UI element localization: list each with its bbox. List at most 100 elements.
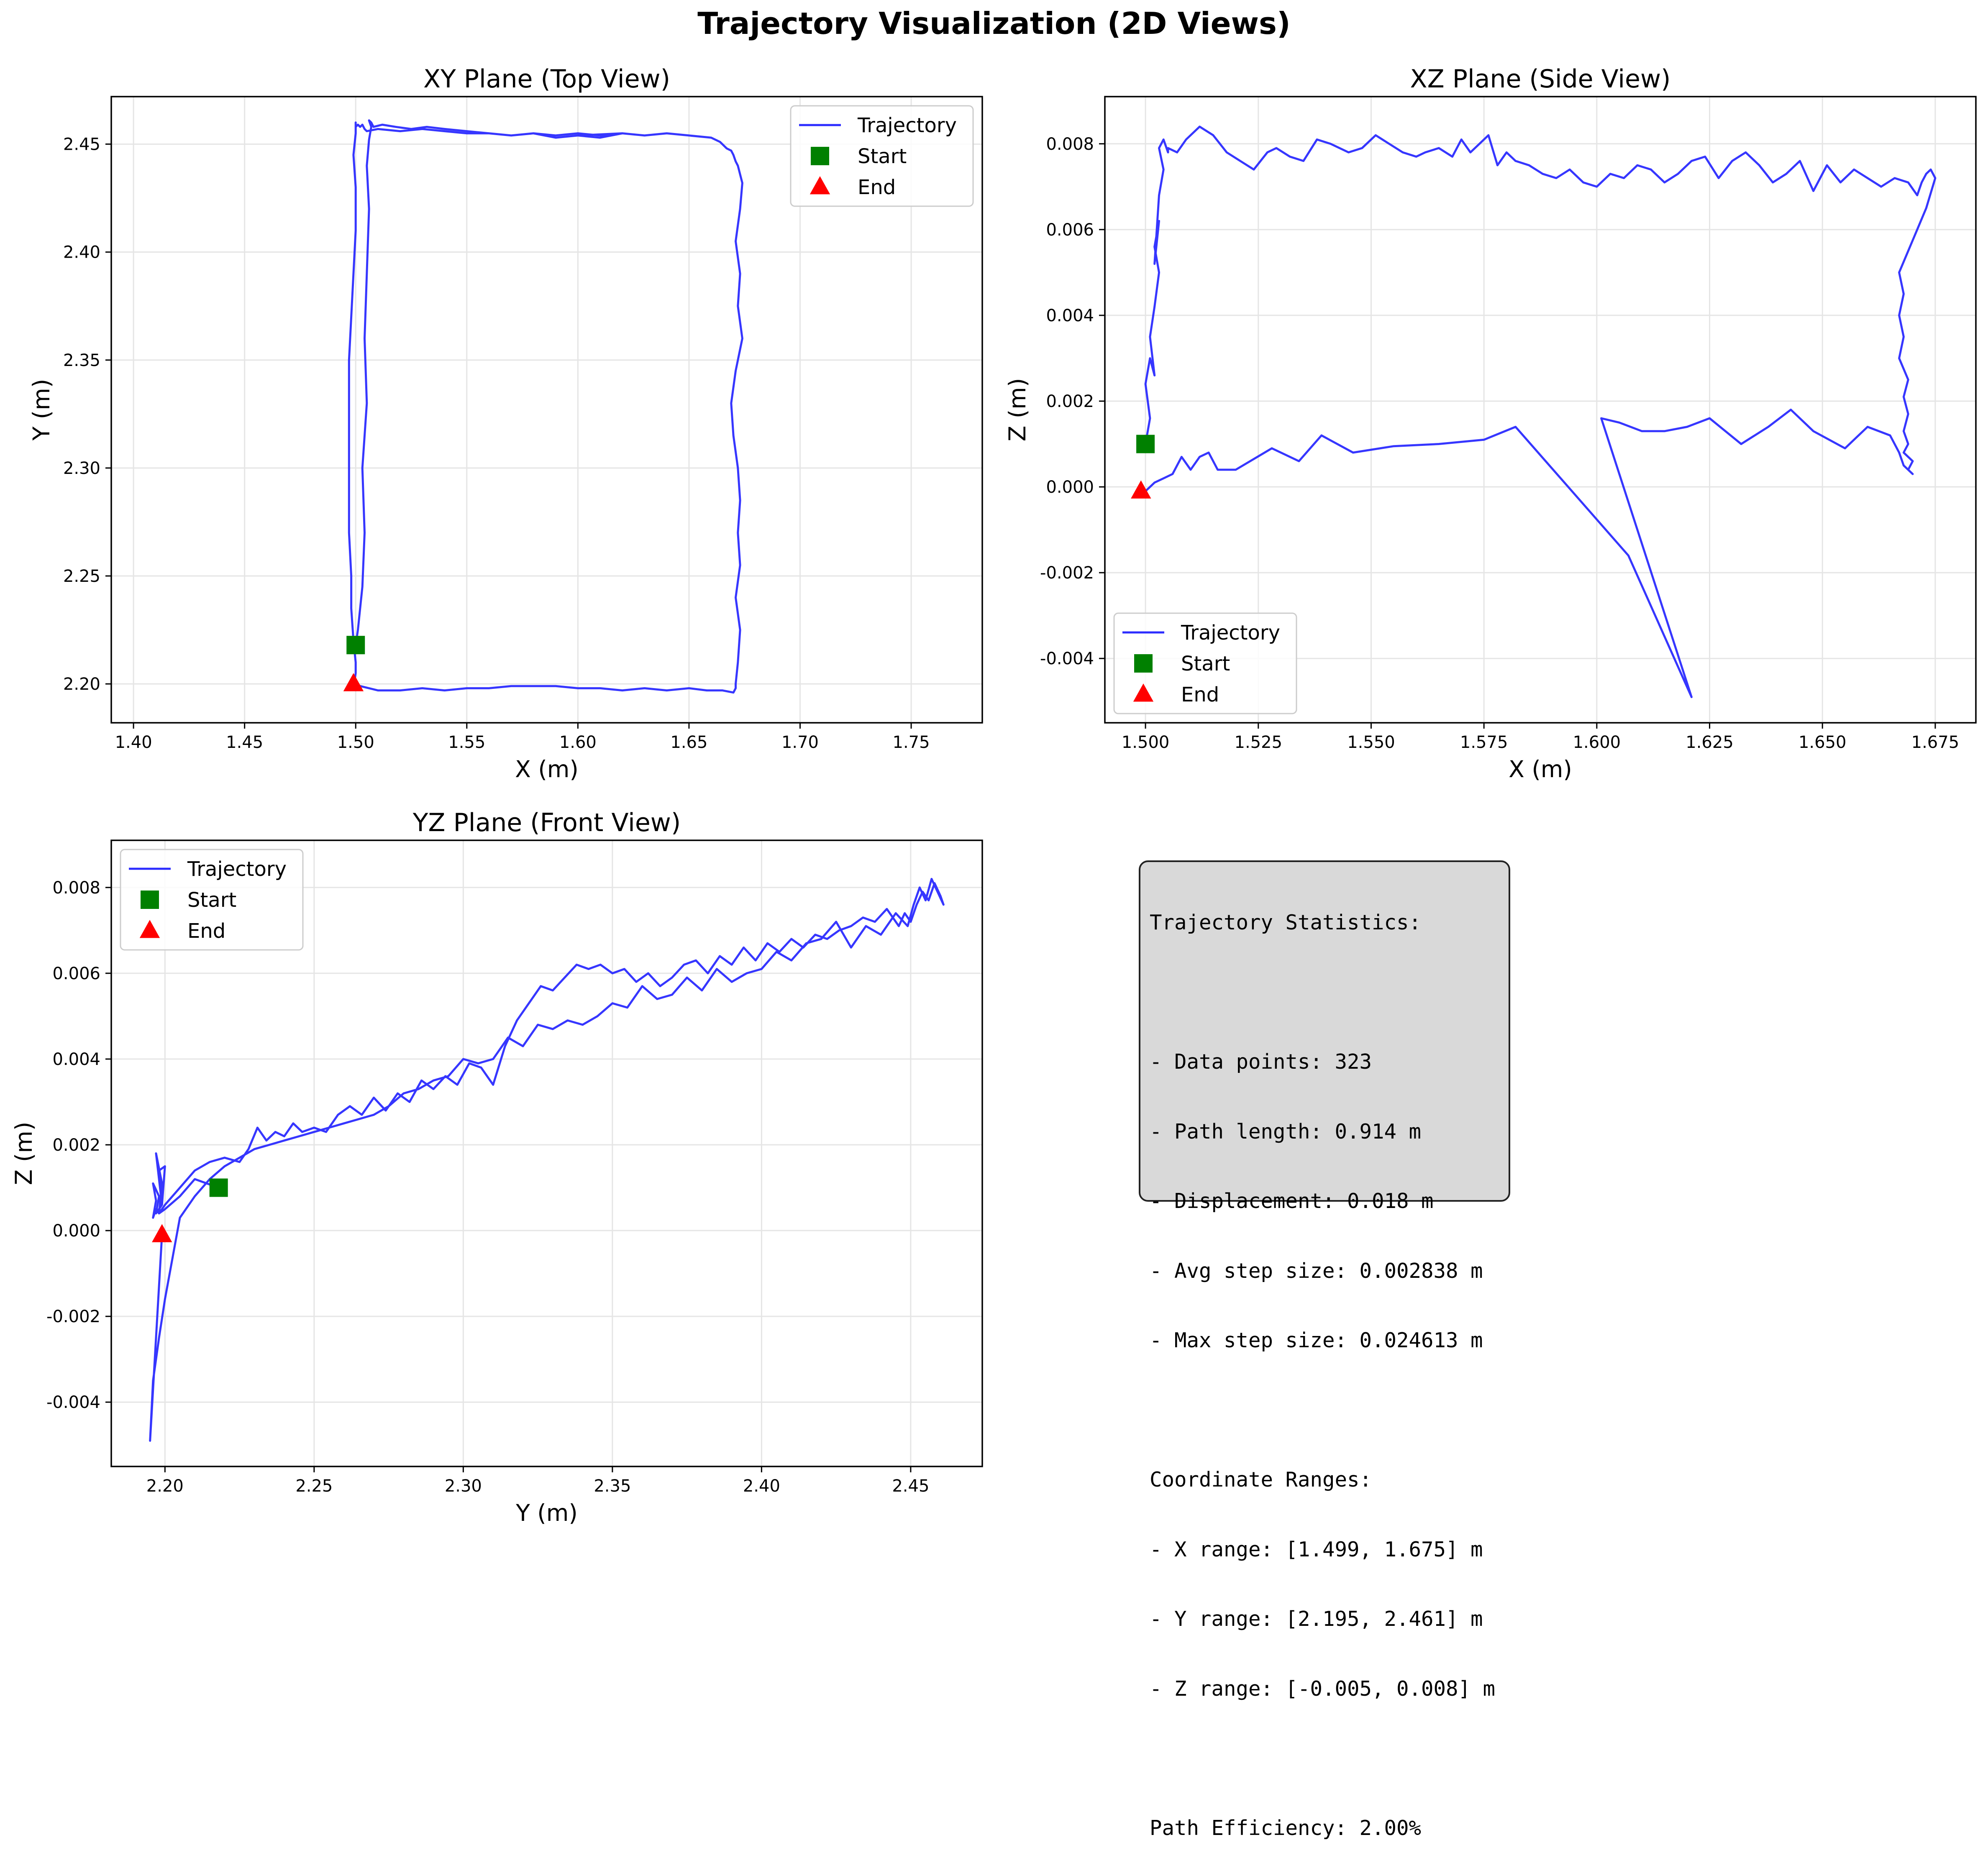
- axes-frame: [110, 96, 983, 724]
- stats-line: [1150, 1399, 1509, 1422]
- legend-label: Trajectory: [187, 857, 287, 881]
- y-tick-label: 2.25: [63, 567, 100, 586]
- y-tick-label: 0.000: [1046, 478, 1094, 497]
- stats-line: [1150, 1747, 1509, 1770]
- x-tick-label: 2.25: [295, 1477, 333, 1496]
- x-tick-label: 1.50: [337, 733, 374, 752]
- x-tick-label: 2.30: [445, 1477, 482, 1496]
- x-tick-label: 1.75: [893, 733, 930, 752]
- legend-label: End: [187, 919, 225, 943]
- axes-title: YZ Plane (Front View): [412, 808, 681, 837]
- y-tick-label: -0.004: [46, 1393, 100, 1412]
- stats-line: - X range: [1.499, 1.675] m: [1150, 1537, 1483, 1561]
- axes-title: XZ Plane (Side View): [1410, 64, 1671, 94]
- legend-label: Start: [1181, 652, 1230, 676]
- legend-end-marker: [810, 176, 830, 194]
- x-tick-label: 1.600: [1573, 733, 1621, 752]
- legend-start-marker: [811, 147, 829, 165]
- x-tick-label: 1.45: [226, 733, 263, 752]
- legend-box: [790, 105, 974, 207]
- legend-label: Start: [858, 145, 907, 168]
- y-tick-label: 0.000: [52, 1221, 100, 1241]
- x-tick-label: 1.550: [1347, 733, 1395, 752]
- y-tick-label: 2.20: [63, 675, 100, 694]
- stats-line: - Data points: 323: [1150, 1050, 1372, 1074]
- y-axis-label: Z (m): [1004, 378, 1031, 442]
- y-tick-label: 2.45: [63, 135, 100, 154]
- legend-label: End: [1181, 683, 1219, 706]
- start-marker: [209, 1178, 228, 1197]
- trajectory-line: [149, 878, 945, 1442]
- y-tick-label: 0.002: [52, 1136, 100, 1155]
- x-tick-label: 1.55: [448, 733, 485, 752]
- y-tick-label: 2.40: [63, 243, 100, 262]
- start-marker: [346, 636, 365, 655]
- x-tick-label: 2.40: [743, 1477, 780, 1496]
- x-tick-label: 1.65: [670, 733, 707, 752]
- chart-panel-3: 2.20 2.25 2.30 2.35 2.40 2.45 -0.004 -0.002 0.00…: [10, 808, 983, 1526]
- stats-line: Coordinate Ranges:: [1150, 1468, 1372, 1492]
- stats-line: - Path length: 0.914 m: [1150, 1119, 1422, 1144]
- stats-line: - Y range: [2.195, 2.461] m: [1150, 1607, 1483, 1631]
- y-tick-label: 0.006: [52, 964, 100, 983]
- legend-end-marker: [1133, 683, 1154, 702]
- y-tick-label: 0.006: [1046, 220, 1094, 240]
- stats-line: - Avg step size: 0.002838 m: [1150, 1259, 1483, 1283]
- x-tick-label: 1.40: [115, 733, 152, 752]
- legend-end-marker: [139, 920, 160, 938]
- x-tick-label: 1.650: [1798, 733, 1847, 752]
- legend-label: End: [858, 176, 896, 199]
- y-tick-label: 0.004: [52, 1050, 100, 1069]
- y-tick-label: 0.002: [1046, 392, 1094, 411]
- stats-line: Path Efficiency: 2.00%: [1150, 1816, 1422, 1840]
- x-tick-label: 1.60: [559, 733, 597, 752]
- stats-line: - Displacement: 0.018 m: [1150, 1189, 1434, 1213]
- chart-panel-1: 1.40 1.45 1.50 1.55 1.60 1.65 1.70 1.75 2.20 2.25…: [28, 64, 983, 783]
- x-tick-label: 1.575: [1460, 733, 1508, 752]
- legend-start-marker: [141, 891, 159, 909]
- x-tick-label: 1.70: [781, 733, 819, 752]
- y-tick-label: 0.008: [1046, 135, 1094, 154]
- x-axis-label: X (m): [515, 756, 579, 783]
- y-tick-label: -0.004: [1040, 649, 1094, 668]
- legend-label: Start: [187, 888, 236, 912]
- x-tick-label: 1.525: [1235, 733, 1283, 752]
- x-tick-label: 1.625: [1686, 733, 1734, 752]
- legend: Trajectory Start End: [1113, 612, 1297, 714]
- end-marker: [1131, 480, 1151, 499]
- figure-canvas: 1.40 1.45 1.50 1.55 1.60 1.65 1.70 1.75 2.20 2.25…: [10, 64, 1977, 1526]
- stats-line: Trajectory Statistics:: [1150, 911, 1422, 934]
- axes-frame: [1104, 96, 1977, 724]
- legend-box: [120, 849, 304, 951]
- end-marker: [343, 673, 364, 691]
- trajectory-line: [1141, 125, 1937, 698]
- legend-box: [1113, 612, 1297, 714]
- start-marker: [1136, 435, 1155, 453]
- stats-line: - Z range: [-0.005, 0.008] m: [1150, 1676, 1496, 1701]
- y-axis-label: Y (m): [28, 379, 55, 441]
- y-tick-label: -0.002: [46, 1307, 100, 1326]
- x-axis-label: X (m): [1509, 756, 1572, 783]
- figure-title: Trajectory Visualization (2D Views): [697, 6, 1291, 41]
- stats-box: Trajectory Statistics: - Data points: 32…: [1139, 860, 1510, 1840]
- y-tick-label: 0.004: [1046, 306, 1094, 325]
- y-axis-label: Z (m): [10, 1122, 37, 1185]
- y-tick-label: 2.35: [63, 351, 100, 370]
- stats-line: - Max step size: 0.024613 m: [1150, 1328, 1483, 1352]
- chart-panel-2: 1.500 1.525 1.550 1.575 1.600 1.625 1.650 1.675…: [1004, 64, 1977, 783]
- y-tick-label: 0.008: [52, 878, 100, 898]
- legend-label: Trajectory: [857, 114, 957, 137]
- y-tick-label: -0.002: [1040, 563, 1094, 583]
- legend: Trajectory Start End: [120, 849, 304, 951]
- axes-title: XY Plane (Top View): [423, 64, 670, 94]
- legend-start-marker: [1134, 654, 1153, 673]
- x-tick-label: 1.500: [1122, 733, 1170, 752]
- x-axis-label: Y (m): [515, 1500, 578, 1526]
- trajectory-line: [348, 119, 743, 694]
- axes-frame: [110, 839, 983, 1467]
- x-tick-label: 2.45: [892, 1477, 929, 1496]
- x-tick-label: 2.35: [594, 1477, 631, 1496]
- x-tick-label: 1.675: [1911, 733, 1960, 752]
- legend-label: Trajectory: [1181, 621, 1280, 645]
- x-tick-label: 2.20: [146, 1477, 184, 1496]
